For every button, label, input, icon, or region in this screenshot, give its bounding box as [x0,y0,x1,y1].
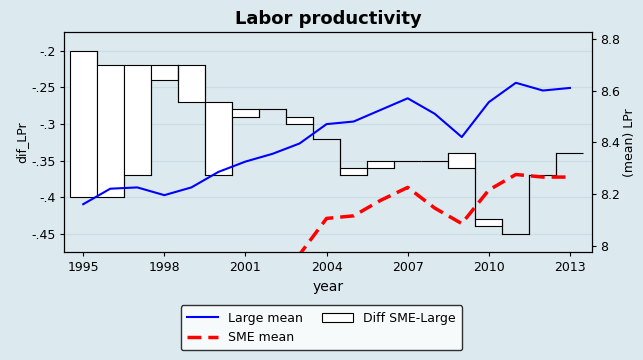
Bar [96,66,124,197]
Title: Labor productivity: Labor productivity [235,10,421,28]
Bar [340,168,367,175]
Bar [124,66,151,175]
Y-axis label: (mean) LPr: (mean) LPr [623,108,637,176]
Bar [286,117,313,124]
Bar [151,66,178,80]
Bar [205,102,232,175]
Y-axis label: dif_LPr: dif_LPr [15,121,28,163]
Legend: Large mean, SME mean, Diff SME-Large: Large mean, SME mean, Diff SME-Large [181,305,462,350]
Bar [232,109,259,117]
Bar [448,153,475,168]
X-axis label: year: year [312,280,343,294]
Bar [69,51,96,197]
Bar [475,219,502,226]
Bar [178,66,205,102]
Bar [367,161,394,168]
